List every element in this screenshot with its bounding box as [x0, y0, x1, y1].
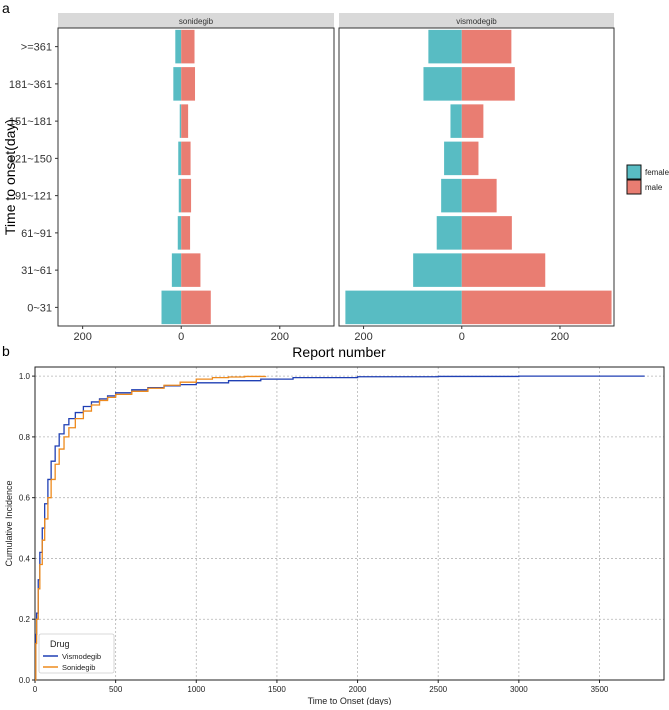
- x-tick-label: 0: [33, 685, 38, 694]
- legend-title: Drug: [50, 639, 70, 649]
- bar-vismodegib-male: [461, 29, 512, 64]
- bar-vismodegib-female: [436, 216, 462, 250]
- facet-title-sonidegib: sonidegib: [179, 17, 214, 26]
- x-tick-label: 0: [178, 331, 184, 343]
- bar-sonidegib-male: [181, 216, 191, 250]
- x-tick-label: 200: [271, 331, 289, 343]
- panel-a-label: a: [2, 0, 10, 16]
- y-tick-label: 31~61: [21, 265, 52, 277]
- legend-label-female: female: [645, 168, 669, 177]
- bar-vismodegib-female: [423, 67, 462, 101]
- legend-box: [38, 633, 115, 674]
- legend-label-sonidegib: Sonidegib: [62, 663, 95, 672]
- x-tick-label: 3500: [591, 685, 609, 694]
- x-tick-label: 0: [459, 331, 465, 343]
- x-axis-title: Report number: [292, 344, 386, 360]
- bar-vismodegib-male: [461, 178, 497, 213]
- bar-sonidegib-male: [181, 29, 195, 64]
- x-tick-label: 200: [551, 331, 569, 343]
- bar-vismodegib-female: [345, 290, 462, 325]
- y-tick-label: >=361: [21, 42, 52, 54]
- y-tick-label: 1.0: [19, 372, 31, 381]
- bar-sonidegib-female: [171, 253, 182, 287]
- y-tick-label: 0.2: [19, 615, 31, 624]
- y-axis-title: Time to onset(day): [2, 119, 18, 235]
- x-tick-label: 200: [354, 331, 372, 343]
- facet-title-vismodegib: vismodegib: [456, 17, 497, 26]
- bar-vismodegib-male: [461, 67, 515, 101]
- bar-vismodegib-female: [413, 253, 462, 287]
- bar-vismodegib-male: [461, 253, 546, 287]
- y-tick-label: 121~150: [9, 153, 52, 165]
- bar-sonidegib-female: [161, 290, 182, 325]
- y-tick-label: 0.8: [19, 433, 31, 442]
- bar-sonidegib-female: [178, 141, 182, 176]
- bar-sonidegib-male: [181, 141, 191, 176]
- y-tick-label: 61~91: [21, 228, 52, 240]
- bar-sonidegib-male: [181, 178, 192, 213]
- bar-vismodegib-female: [428, 29, 462, 64]
- x-tick-label: 500: [109, 685, 123, 694]
- pyramid-chart: sonidegib 200 0 200 vismodegib 200 0 200 >=361 18…: [2, 13, 669, 360]
- facet-strip-vismodegib: [339, 13, 614, 28]
- bar-sonidegib-female: [177, 216, 182, 250]
- bar-sonidegib-female: [178, 178, 182, 213]
- plot-frame: [34, 366, 665, 681]
- y-tick-label: 0.6: [19, 494, 31, 503]
- bar-sonidegib-male: [181, 290, 211, 325]
- plot-area: [35, 367, 664, 680]
- x-tick-label: 2000: [349, 685, 367, 694]
- bar-sonidegib-female: [179, 104, 182, 138]
- y-tick-label: 0.4: [19, 554, 31, 563]
- y-tick-label: 0~31: [27, 302, 52, 314]
- legend-label-vismodegib: Vismodegib: [62, 652, 101, 661]
- bar-sonidegib-male: [181, 253, 201, 287]
- x-tick-label: 200: [73, 331, 91, 343]
- bar-vismodegib-female: [444, 141, 462, 176]
- panel-b-label: b: [2, 343, 10, 359]
- x-tick-label: 1000: [187, 685, 205, 694]
- bar-vismodegib-male: [461, 216, 512, 250]
- cumulative-incidence-chart: 0 500 1000 1500 2000 2500 3000 3500 0.0 0.2 0.4 0.6…: [4, 366, 665, 706]
- legend-key-male: [626, 179, 642, 195]
- y-axis-title: Cumulative Incidence: [4, 480, 14, 566]
- facet-strip-sonidegib: [58, 13, 334, 28]
- y-tick-label: 181~361: [9, 79, 52, 91]
- series-line-sonidegib: [35, 375, 267, 681]
- bar-vismodegib-male: [461, 104, 484, 138]
- x-tick-label: 2500: [429, 685, 447, 694]
- bar-sonidegib-male: [181, 104, 189, 138]
- legend-key-female: [626, 164, 642, 180]
- x-tick-label: 3000: [510, 685, 528, 694]
- y-tick-label: 0.0: [19, 676, 31, 685]
- y-tick-label: 151~181: [9, 116, 52, 128]
- x-tick-label: 1500: [268, 685, 286, 694]
- legend-label-male: male: [645, 183, 663, 192]
- bar-vismodegib-male: [461, 141, 479, 176]
- bar-sonidegib-female: [173, 67, 182, 101]
- bar-sonidegib-male: [181, 67, 196, 101]
- bar-vismodegib-male: [461, 290, 612, 325]
- bar-vismodegib-female: [450, 104, 462, 138]
- series-line-vismodegib: [35, 375, 645, 681]
- x-axis-title: Time to Onset (days): [308, 696, 392, 705]
- y-tick-label: 91~121: [15, 191, 52, 203]
- bar-sonidegib-female: [175, 29, 182, 64]
- bar-vismodegib-female: [441, 178, 462, 213]
